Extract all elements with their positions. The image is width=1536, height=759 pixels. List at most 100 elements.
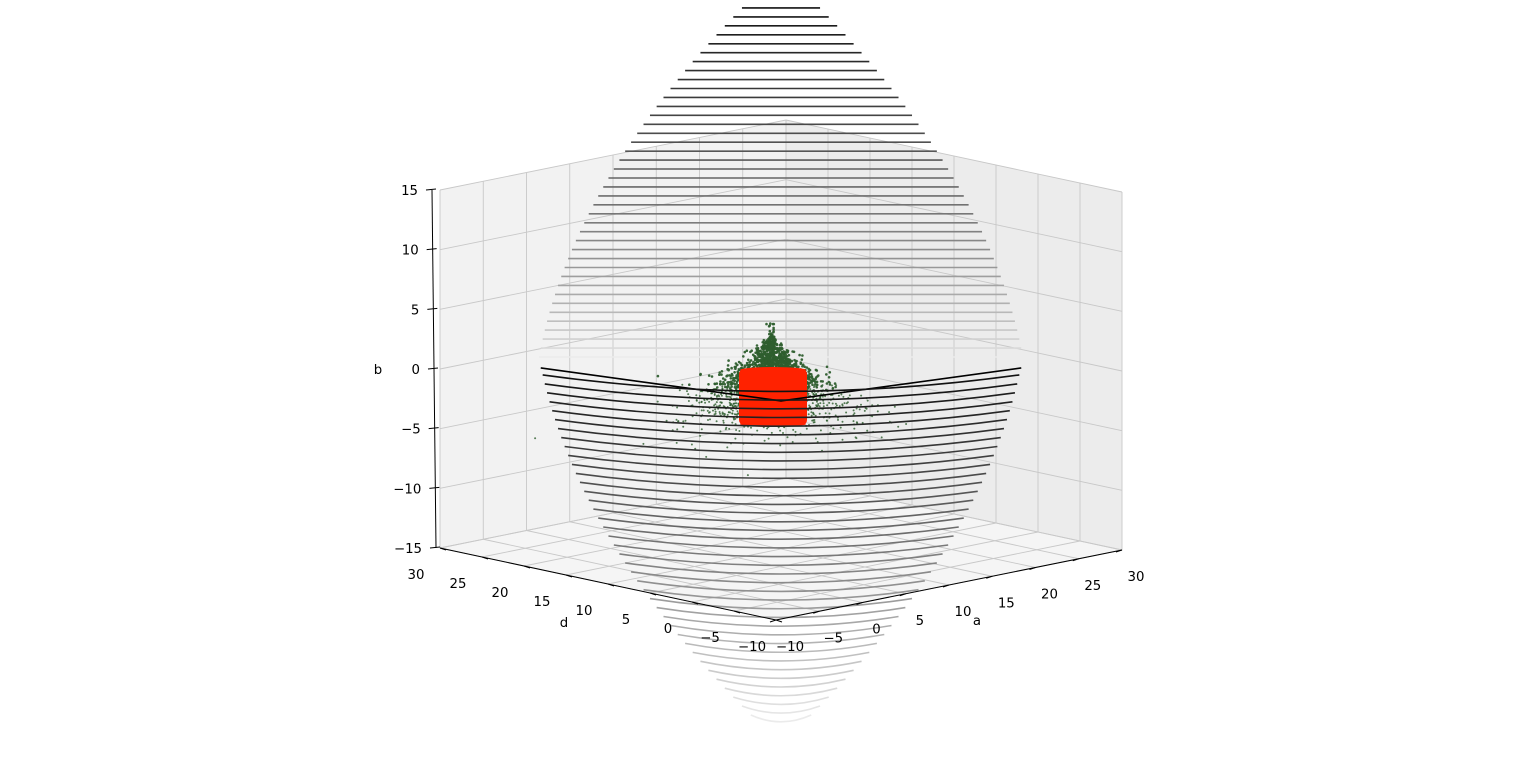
contour-line [552, 409, 1010, 427]
scatter-point [723, 382, 726, 386]
scatter-point [767, 437, 770, 440]
z-tick-label: −15 [394, 542, 422, 557]
tick-mark [481, 556, 489, 560]
scatter-point [767, 347, 771, 350]
scatter-point [794, 430, 797, 433]
scatter-point [826, 404, 829, 407]
scatter-point [698, 395, 701, 397]
cube-top-edge [740, 367, 806, 373]
scatter-point [682, 420, 685, 423]
y-tick-label: 10 [576, 604, 593, 619]
scatter-point [733, 371, 736, 374]
scatter-point [768, 329, 772, 333]
contour-line [684, 642, 878, 654]
scatter-point [772, 328, 775, 331]
scatter-point [725, 426, 728, 429]
scatter-point [792, 350, 796, 354]
scatter-point [722, 380, 725, 384]
scatter-point [735, 382, 738, 385]
scatter-point [767, 359, 771, 362]
scatter-point [728, 427, 731, 430]
scatter-point [805, 427, 808, 430]
scatter-point [734, 365, 738, 369]
scatter-point [860, 394, 863, 397]
scatter-point [793, 363, 796, 367]
contour-line [613, 544, 949, 558]
scatter-point [713, 382, 716, 386]
scatter-point [765, 322, 768, 326]
grid-line [523, 495, 871, 567]
scatter-point [791, 365, 794, 368]
scatter-point [731, 412, 734, 415]
y-tick-label: −5 [700, 631, 720, 646]
scatter-point [743, 350, 747, 354]
scatter-point [695, 399, 698, 401]
scatter-point [835, 404, 838, 407]
scatter-point [860, 403, 862, 406]
scatter-point [763, 345, 767, 349]
scatter-point [656, 400, 659, 403]
x-tick-label: 15 [998, 596, 1015, 611]
scatter-point [707, 419, 709, 421]
contour-line [619, 553, 943, 567]
contour-surface-front [540, 367, 1022, 723]
scatter-point [824, 412, 827, 415]
scatter-point [764, 363, 767, 367]
tick-mark [439, 547, 447, 551]
scatter-point [764, 359, 768, 363]
scatter-point [709, 418, 711, 421]
scatter-point [775, 357, 778, 360]
scatter-point [825, 382, 829, 385]
scatter-point [866, 399, 869, 402]
z-tick-label: 10 [402, 244, 419, 259]
scatter-point [782, 432, 784, 434]
scatter-point [843, 402, 846, 405]
scatter-point [710, 375, 714, 378]
scatter-point [805, 366, 809, 369]
contour-line [608, 535, 954, 549]
contour-line [544, 383, 1018, 401]
scatter-point [714, 403, 717, 406]
scatter-point [786, 436, 789, 439]
scatter-point [736, 410, 739, 413]
scatter-point [812, 411, 815, 414]
scatter-point [756, 429, 759, 432]
x-tick-label: −10 [776, 640, 804, 655]
scatter-point [797, 365, 800, 369]
grid-line [785, 179, 1123, 253]
scatter-point [778, 346, 781, 350]
scatter-point [806, 394, 809, 397]
tick-mark [813, 610, 820, 614]
scatter-point [714, 408, 717, 411]
scatter-point [853, 412, 856, 415]
scatter-point [687, 400, 690, 402]
grid-line [785, 417, 1123, 491]
x-tick-label: 20 [1041, 588, 1058, 603]
contour-line [554, 418, 1008, 436]
scatter-point [736, 371, 740, 375]
scatter-point [855, 437, 858, 440]
scatter-point [817, 403, 820, 405]
contour-surface-back [539, 7, 1023, 358]
cube-body [739, 369, 807, 425]
scatter-point [780, 350, 784, 354]
scatter-point [695, 394, 698, 397]
scatter-point [722, 421, 725, 424]
scatter-point [725, 374, 728, 378]
scatter-point [735, 429, 738, 431]
scatter-point [751, 363, 754, 366]
tick-mark [1072, 558, 1079, 562]
scatter-point [729, 377, 733, 380]
z-axis-label: b [374, 363, 382, 378]
scatter-point [760, 364, 764, 368]
scatter-point [810, 376, 814, 380]
contour-line [630, 571, 932, 584]
scatter-point [752, 360, 755, 364]
scatter-point [730, 366, 733, 370]
scatter-point [719, 383, 722, 386]
tick-mark [426, 248, 437, 251]
scatter-point [656, 374, 660, 378]
contour-line [540, 367, 1022, 402]
scatter-point [682, 425, 685, 428]
grid-line [439, 119, 787, 191]
